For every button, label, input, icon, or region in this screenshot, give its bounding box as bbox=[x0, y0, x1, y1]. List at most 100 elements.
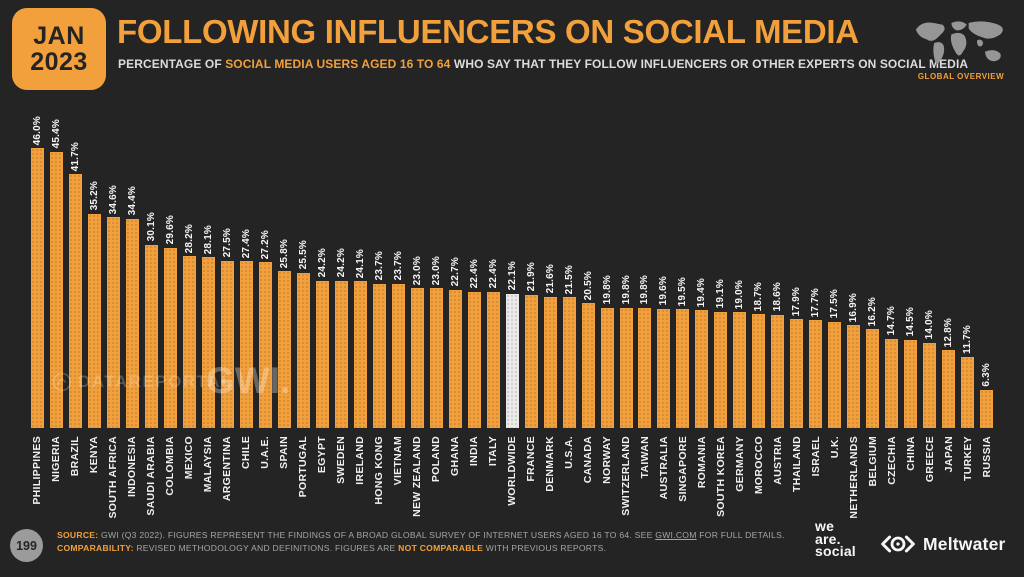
bar-value-label: 19.8% bbox=[620, 275, 632, 305]
bar-slot: 6.3% bbox=[977, 363, 996, 428]
bar-slot: 34.4% bbox=[123, 186, 142, 428]
we-are-social-logo: we are. social bbox=[815, 519, 856, 559]
we-are-social-line: social bbox=[815, 543, 856, 559]
bar-value-label: 25.5% bbox=[297, 240, 309, 270]
bar-slot: 22.7% bbox=[446, 257, 465, 428]
bar-slot: 27.5% bbox=[218, 228, 237, 428]
category-slot: KENYA bbox=[85, 436, 104, 473]
category-slot: NEW ZEALAND bbox=[408, 436, 427, 517]
category-slot: MEXICO bbox=[180, 436, 199, 479]
bar bbox=[486, 291, 500, 428]
bar bbox=[809, 320, 823, 428]
bar bbox=[752, 314, 766, 428]
category-slot: HONG KONG bbox=[370, 436, 389, 505]
bar-slot: 23.7% bbox=[370, 251, 389, 428]
date-badge-year: 2023 bbox=[30, 48, 88, 76]
bar-value-label: 34.6% bbox=[107, 185, 119, 215]
category-label: ARGENTINA bbox=[221, 436, 234, 502]
category-label: NIGERIA bbox=[50, 436, 63, 482]
category-label: U.A.E. bbox=[259, 436, 272, 469]
category-label: BELGIUM bbox=[866, 436, 879, 487]
bar-slot: 16.2% bbox=[863, 297, 882, 428]
bar-slot: 23.0% bbox=[427, 256, 446, 428]
bar-slot: 29.6% bbox=[161, 215, 180, 428]
category-label: AUSTRALIA bbox=[657, 436, 670, 500]
bar-slot: 25.8% bbox=[275, 239, 294, 428]
bar-slot: 20.5% bbox=[579, 271, 598, 428]
category-label: VIETNAM bbox=[392, 436, 405, 486]
bar bbox=[676, 309, 690, 428]
source-text-2: FOR FULL DETAILS. bbox=[696, 530, 785, 540]
category-slot: SPAIN bbox=[275, 436, 294, 469]
bar-slot: 17.9% bbox=[787, 287, 806, 428]
bar-value-label: 24.2% bbox=[316, 248, 328, 278]
category-label: CHINA bbox=[904, 436, 917, 471]
page-subtitle: PERCENTAGE OF SOCIAL MEDIA USERS AGED 16… bbox=[118, 57, 968, 71]
category-label: CANADA bbox=[582, 436, 595, 484]
category-labels-row: PHILIPPINES NIGERIA BRAZIL KENYA SOUTH AFRIC… bbox=[28, 436, 996, 519]
category-slot: PORTUGAL bbox=[294, 436, 313, 497]
category-slot: AUSTRIA bbox=[768, 436, 787, 485]
category-slot: U.K. bbox=[825, 436, 844, 458]
category-slot: U.A.E. bbox=[256, 436, 275, 469]
bar-value-label: 45.4% bbox=[50, 119, 62, 149]
gwi-link[interactable]: GWI.COM bbox=[655, 530, 697, 540]
category-slot: PHILIPPINES bbox=[28, 436, 47, 505]
category-slot: GERMANY bbox=[730, 436, 749, 492]
bar-slot: 11.7% bbox=[958, 325, 977, 428]
bar-value-label: 34.4% bbox=[126, 186, 138, 216]
bar-slot: 35.2% bbox=[85, 181, 104, 428]
category-slot: SAUDI ARABIA bbox=[142, 436, 161, 516]
category-slot: IRELAND bbox=[351, 436, 370, 485]
bar-value-label: 28.2% bbox=[183, 223, 195, 254]
bar-value-label: 14.0% bbox=[924, 310, 936, 340]
bar-value-label: 21.9% bbox=[525, 262, 537, 292]
global-overview-label: GLOBAL OVERVIEW bbox=[917, 72, 1005, 81]
bar-slot: 21.6% bbox=[541, 264, 560, 428]
world-map-icon bbox=[915, 21, 1003, 65]
source-label: SOURCE: bbox=[57, 530, 99, 540]
bar bbox=[885, 338, 899, 428]
category-label: PHILIPPINES bbox=[31, 436, 44, 505]
bar-slot: 22.1% bbox=[503, 261, 522, 428]
bar-slot: 19.1% bbox=[711, 279, 730, 428]
category-label: ITALY bbox=[487, 436, 500, 467]
bar-value-label: 46.0% bbox=[31, 115, 43, 145]
category-label: MEXICO bbox=[183, 436, 196, 480]
bar bbox=[581, 303, 595, 428]
category-label: GREECE bbox=[923, 436, 936, 483]
meltwater-wordmark: Meltwater bbox=[923, 533, 1006, 554]
bar bbox=[904, 339, 918, 428]
bar bbox=[391, 283, 405, 428]
bar bbox=[923, 342, 937, 428]
bar bbox=[106, 217, 120, 428]
category-slot: NETHERLANDS bbox=[844, 436, 863, 519]
bar bbox=[334, 280, 348, 428]
bar bbox=[201, 257, 215, 428]
bar-slot: 17.5% bbox=[825, 289, 844, 428]
bar bbox=[372, 283, 386, 428]
category-slot: VIETNAM bbox=[389, 436, 408, 485]
bar-slot: 16.9% bbox=[844, 293, 863, 428]
category-label: ISRAEL bbox=[809, 436, 822, 477]
bar bbox=[239, 261, 253, 428]
bar-value-label: 19.1% bbox=[715, 279, 727, 309]
meltwater-icon bbox=[881, 535, 915, 553]
bar-value-label: 19.5% bbox=[677, 276, 689, 307]
bar-value-label: 22.7% bbox=[449, 257, 461, 287]
category-slot: JAPAN bbox=[939, 436, 958, 472]
category-label: MALAYSIA bbox=[202, 436, 215, 493]
category-label: DENMARK bbox=[544, 436, 557, 492]
bar-value-label: 11.7% bbox=[962, 325, 974, 354]
bar-value-label: 19.0% bbox=[734, 279, 746, 310]
bar-value-label: 23.7% bbox=[373, 251, 385, 281]
source-note: SOURCE: GWI (Q3 2022). FIGURES REPRESENT… bbox=[57, 529, 805, 555]
bar-worldwide-highlight bbox=[505, 293, 519, 428]
category-label: NEW ZEALAND bbox=[411, 436, 424, 517]
bar-slot: 23.7% bbox=[389, 251, 408, 428]
category-slot: BRAZIL bbox=[66, 436, 85, 476]
datareportal-icon bbox=[52, 372, 72, 392]
bar-value-label: 20.5% bbox=[582, 270, 594, 301]
bar-slot: 24.2% bbox=[313, 248, 332, 428]
category-label: SAUDI ARABIA bbox=[145, 436, 158, 516]
